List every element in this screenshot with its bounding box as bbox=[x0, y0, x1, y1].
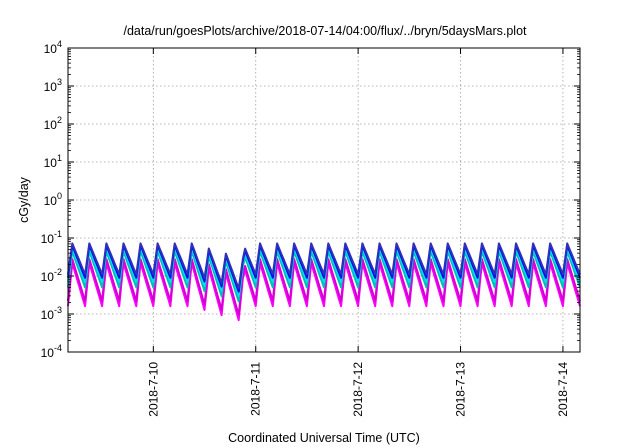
y-tick-label: 10-4 bbox=[41, 343, 62, 360]
x-tick-label: 2018-7-12 bbox=[351, 362, 365, 417]
y-tick-label: 10-1 bbox=[41, 229, 62, 246]
series-line bbox=[67, 258, 581, 316]
y-tick-label: 100 bbox=[44, 191, 62, 208]
chart-title: /data/run/goesPlots/archive/2018-07-14/0… bbox=[123, 24, 527, 38]
series-line bbox=[67, 242, 581, 290]
x-tick-label: 2018-7-13 bbox=[454, 362, 468, 417]
y-tick-label: 10-2 bbox=[41, 267, 62, 284]
x-axis-ticks: 2018-7-10 2018-7-11 2018-7-12 2018-7-13 2018… bbox=[146, 48, 570, 417]
y-tick-label: 102 bbox=[44, 115, 62, 132]
y-tick-label: 104 bbox=[44, 39, 62, 56]
y-tick-label: 103 bbox=[44, 77, 62, 94]
y-tick-label: 101 bbox=[44, 153, 62, 170]
series-lines bbox=[67, 242, 581, 322]
x-tick-label: 2018-7-10 bbox=[146, 362, 160, 417]
x-tick-label: 2018-7-14 bbox=[556, 362, 570, 417]
y-axis-ticks: 10-4 10-3 10-2 10-1 100 101 102 103 104 bbox=[41, 39, 580, 360]
series-line bbox=[67, 250, 581, 303]
y-axis-label: cGy/day bbox=[17, 176, 31, 223]
series-line bbox=[67, 246, 581, 297]
series-line bbox=[67, 262, 581, 322]
x-axis-label: Coordinated Universal Time (UTC) bbox=[228, 431, 420, 445]
x-tick-label: 2018-7-11 bbox=[249, 362, 263, 416]
series-line bbox=[67, 244, 581, 293]
y-tick-label: 10-3 bbox=[41, 305, 62, 322]
